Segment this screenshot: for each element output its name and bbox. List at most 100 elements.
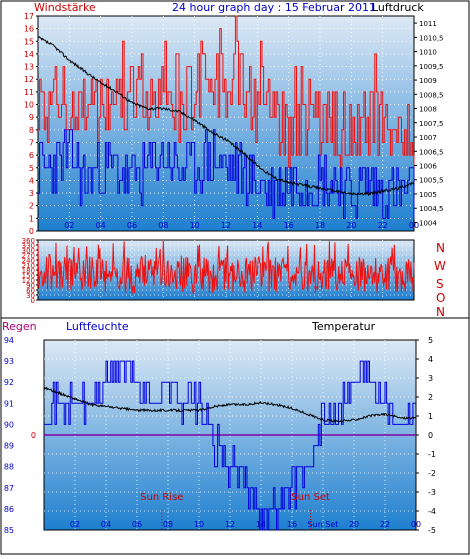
humidity-x-tick-label: 06	[132, 520, 142, 529]
pressure-y-tick-label: 1009	[419, 77, 437, 85]
wind-x-tick-label: 18	[315, 221, 325, 230]
wind-y-tick-label: 8	[29, 126, 34, 135]
wind-title: Windstärke	[34, 1, 96, 14]
humidity-y-tick-label: 90	[4, 420, 14, 429]
humidity-x-tick-label: 22	[380, 520, 390, 529]
sun-rise-label: Sun Rise	[140, 492, 183, 503]
direction-y-tick-label: 120	[22, 277, 35, 285]
pressure-y-tick-label: 1008	[419, 106, 437, 114]
pressure-line	[37, 36, 415, 197]
humidity-x-tick-label: 04	[101, 520, 111, 529]
wind-y-tick-label: 7	[29, 138, 34, 147]
direction-y-tick-label: 30	[26, 292, 35, 300]
pressure-y-tick-label: 1008,5	[419, 91, 444, 99]
dir-label-o: O	[436, 291, 445, 305]
temperature-y-tick-label: -1	[428, 450, 436, 459]
wind-y-tick-label: 6	[29, 151, 34, 160]
temperature-y-tick-label: -5	[428, 526, 436, 535]
wind-y-tick-label: 9	[29, 113, 34, 122]
temperature-y-tick-label: -4	[428, 507, 436, 516]
pressure-y-tick-label: 1009,5	[419, 63, 444, 71]
humidity-x-tick-label: 02	[70, 520, 80, 529]
humidity-y-tick-label: 86	[4, 505, 14, 514]
temperature-y-tick-label: 0	[428, 431, 433, 440]
dir-label-s: S	[436, 277, 444, 291]
wind-x-tick-label: 00	[409, 221, 419, 230]
pressure-y-tick-label: 1004,5	[419, 205, 444, 213]
direction-y-tick-label: 330	[22, 242, 35, 250]
wind-y-tick-label: 11	[24, 88, 34, 97]
wind-x-tick-label: 12	[221, 221, 231, 230]
wind-x-tick-label: 04	[96, 221, 106, 230]
rain-zero-label: 0	[31, 431, 36, 440]
wind-x-tick-label: 14	[252, 221, 262, 230]
direction-y-tick-label: 210	[22, 262, 35, 270]
wind-y-tick-label: 0	[29, 227, 34, 236]
humidity-y-tick-label: 88	[4, 463, 14, 472]
direction-y-tick-label: 240	[22, 257, 35, 265]
humidity-temp-series	[43, 360, 417, 531]
wind-pressure-panel: 0123456789101112131415161710041004,51005…	[24, 12, 444, 236]
wind-y-tick-label: 17	[24, 12, 34, 21]
wind-x-tick-label: 20	[346, 221, 356, 230]
wind-direction-series	[37, 240, 415, 295]
chart-date-title: 24 hour graph day : 15 Februar 2011	[172, 1, 376, 14]
temperature-y-tick-label: -3	[428, 488, 436, 497]
wind-x-tick-label: 06	[127, 221, 137, 230]
wind-x-tick-label: 02	[64, 221, 74, 230]
wind-y-tick-label: 10	[24, 101, 34, 110]
wind-y-tick-label: 16	[24, 25, 34, 34]
direction-y-tick-label: 0	[31, 297, 35, 305]
pressure-y-tick-label: 1006,5	[419, 148, 444, 156]
humidity-x-tick-label: 16	[287, 520, 297, 529]
humidity-y-tick-label: 87	[4, 484, 14, 493]
wind-x-tick-label: 10	[190, 221, 200, 230]
wind-x-tick-label: 08	[158, 221, 168, 230]
humidity-y-tick-label: 92	[4, 378, 14, 387]
wind-y-tick-label: 15	[24, 37, 34, 46]
temperature-y-tick-label: 5	[428, 336, 433, 345]
temperature-y-tick-label: 1	[428, 412, 433, 421]
wind-y-tick-label: 14	[24, 50, 34, 59]
temperature-y-tick-label: 2	[428, 393, 433, 402]
dir-label-n-bottom: N	[436, 305, 445, 319]
humidity-title: Luftfeuchte	[66, 320, 129, 333]
wind-x-tick-label: 22	[378, 221, 388, 230]
temperature-y-tick-label: -2	[428, 469, 436, 478]
humidity-x-tick-label: 20	[349, 520, 359, 529]
pressure-y-tick-label: 1011	[419, 20, 437, 28]
pressure-y-tick-label: 1010	[419, 49, 437, 57]
dir-label-n-top: N	[436, 241, 445, 255]
wind-y-tick-label: 2	[29, 202, 34, 211]
direction-y-tick-label: 360	[22, 237, 35, 245]
humidity-x-tick-label: 00	[411, 520, 421, 529]
temperature-title: Temperatur	[311, 320, 376, 333]
direction-y-tick-label: 90	[26, 282, 35, 290]
humidity-y-tick-label: 85	[4, 526, 14, 535]
direction-y-tick-label: 300	[22, 247, 35, 255]
direction-y-tick-label: 150	[22, 272, 35, 280]
sun-set-label: Sun Set	[291, 492, 330, 503]
pressure-y-tick-label: 1005,5	[419, 177, 444, 185]
rain-title: Regen	[2, 320, 37, 333]
temperature-y-tick-label: 4	[428, 355, 433, 364]
wind-y-tick-label: 1	[29, 214, 34, 223]
humidity-x-tick-label: 14	[256, 520, 266, 529]
wind-y-tick-label: 3	[29, 189, 34, 198]
wind-y-tick-label: 4	[29, 176, 34, 185]
wind-pressure-series	[37, 15, 415, 219]
pressure-y-tick-label: 1007	[419, 134, 437, 142]
wind-average-line	[38, 129, 415, 219]
direction-y-tick-label: 270	[22, 252, 35, 260]
wind-direction-line	[37, 240, 415, 295]
wind-y-tick-label: 13	[24, 63, 34, 72]
pressure-title: Luftdruck	[372, 1, 424, 14]
wind-x-tick-label: 16	[284, 221, 294, 230]
